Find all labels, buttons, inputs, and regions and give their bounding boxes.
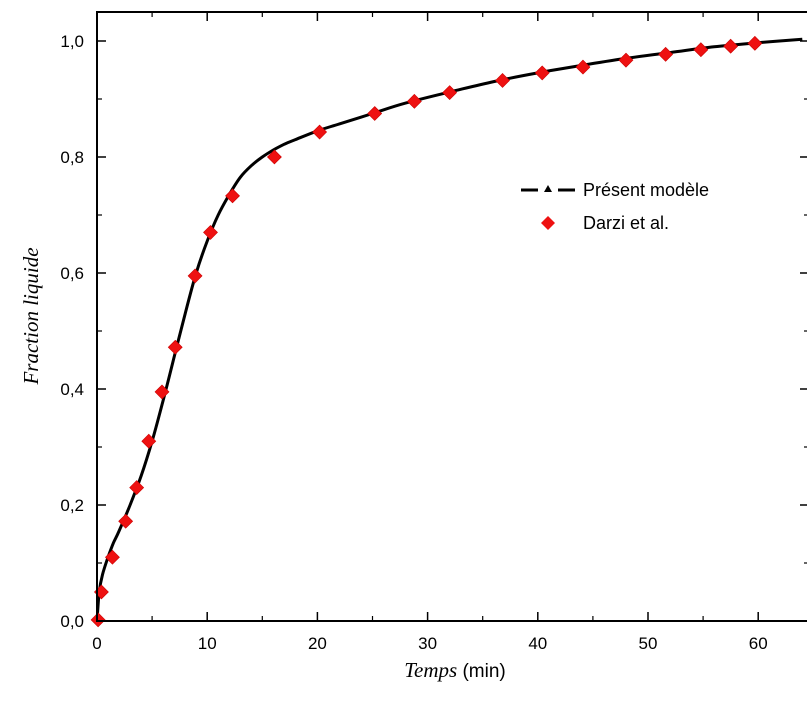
- series-darzi-point: [496, 73, 510, 87]
- series-darzi-point: [226, 189, 240, 203]
- x-axis-title-unit: (min): [457, 661, 506, 682]
- y-tick-labels: 0,0 0,2 0,4 0,6 0,8 1,0: [60, 32, 84, 631]
- x-axis-title-main: Temps: [404, 658, 457, 682]
- y-tick-label: 0,0: [60, 612, 84, 631]
- series-darzi-point: [724, 39, 738, 53]
- legend-entry-model: Présent modèle: [521, 180, 709, 200]
- series-darzi-point: [368, 107, 382, 121]
- series-darzi-point: [407, 94, 421, 108]
- x-tick-label: 20: [308, 634, 327, 653]
- legend-label-model: Présent modèle: [583, 180, 709, 200]
- legend: Présent modèle Darzi et al.: [521, 180, 709, 233]
- legend-entry-darzi: Darzi et al.: [541, 213, 669, 233]
- series-darzi-point: [694, 43, 708, 57]
- y-tick-label: 0,4: [60, 380, 84, 399]
- legend-marker-sample: [541, 216, 555, 230]
- legend-label-darzi: Darzi et al.: [583, 213, 669, 233]
- series-darzi-point: [535, 66, 549, 80]
- series-darzi-point: [748, 36, 762, 50]
- series-darzi-point: [130, 481, 144, 495]
- plot-frame: [97, 12, 807, 621]
- series-darzi-point: [168, 340, 182, 354]
- series-darzi-point: [443, 86, 457, 100]
- plot-series: [91, 36, 802, 627]
- series-darzi-point: [576, 60, 590, 74]
- x-tick-label: 40: [528, 634, 547, 653]
- y-tick-label: 0,8: [60, 148, 84, 167]
- series-darzi-point: [659, 47, 673, 61]
- legend-diamond: [541, 216, 555, 230]
- series-darzi-point: [619, 53, 633, 67]
- y-tick-label: 0,6: [60, 264, 84, 283]
- series-darzi-point: [188, 269, 202, 283]
- x-tick-label: 30: [418, 634, 437, 653]
- series-present-model-line: [97, 39, 802, 621]
- x-tick-label: 50: [639, 634, 658, 653]
- y-axis-title: Fraction liquide: [19, 247, 43, 385]
- series-darzi-point: [204, 225, 218, 239]
- x-tick-label: 0: [92, 634, 101, 653]
- y-tick-label: 1,0: [60, 32, 84, 51]
- axis-ticks: [97, 12, 807, 621]
- legend-line-sample: [521, 185, 575, 192]
- x-tick-label: 60: [749, 634, 768, 653]
- x-tick-label: 10: [198, 634, 217, 653]
- y-tick-label: 0,2: [60, 496, 84, 515]
- x-tick-labels: 0 10 20 30 40 50 60: [92, 634, 767, 653]
- series-darzi-point: [91, 613, 105, 627]
- x-axis-title: Temps (min): [404, 658, 505, 682]
- legend-triangle: [544, 185, 552, 192]
